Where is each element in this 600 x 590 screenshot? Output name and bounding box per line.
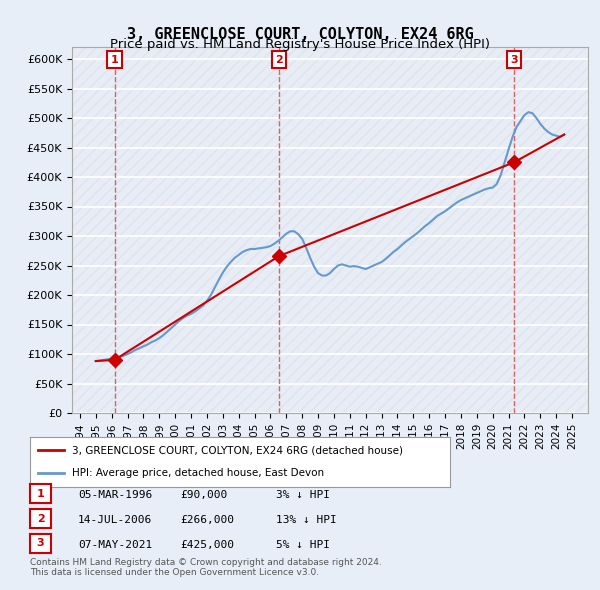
Text: Price paid vs. HM Land Registry's House Price Index (HPI): Price paid vs. HM Land Registry's House … bbox=[110, 38, 490, 51]
Text: 1: 1 bbox=[110, 54, 118, 64]
Text: 14-JUL-2006: 14-JUL-2006 bbox=[78, 515, 152, 525]
Text: 3, GREENCLOSE COURT, COLYTON, EX24 6RG (detached house): 3, GREENCLOSE COURT, COLYTON, EX24 6RG (… bbox=[72, 445, 403, 455]
Text: 1: 1 bbox=[37, 489, 44, 499]
Text: Contains HM Land Registry data © Crown copyright and database right 2024.
This d: Contains HM Land Registry data © Crown c… bbox=[30, 558, 382, 577]
Text: 3: 3 bbox=[37, 539, 44, 548]
Text: 07-MAY-2021: 07-MAY-2021 bbox=[78, 540, 152, 549]
Text: 13% ↓ HPI: 13% ↓ HPI bbox=[276, 515, 337, 525]
Text: 3, GREENCLOSE COURT, COLYTON, EX24 6RG: 3, GREENCLOSE COURT, COLYTON, EX24 6RG bbox=[127, 27, 473, 41]
Text: 2: 2 bbox=[37, 514, 44, 523]
Text: HPI: Average price, detached house, East Devon: HPI: Average price, detached house, East… bbox=[72, 468, 324, 478]
Text: 5% ↓ HPI: 5% ↓ HPI bbox=[276, 540, 330, 549]
Text: 2: 2 bbox=[275, 54, 283, 64]
Text: 3% ↓ HPI: 3% ↓ HPI bbox=[276, 490, 330, 500]
Text: 05-MAR-1996: 05-MAR-1996 bbox=[78, 490, 152, 500]
Text: £425,000: £425,000 bbox=[180, 540, 234, 549]
Text: 3: 3 bbox=[511, 54, 518, 64]
Text: £266,000: £266,000 bbox=[180, 515, 234, 525]
Text: £90,000: £90,000 bbox=[180, 490, 227, 500]
